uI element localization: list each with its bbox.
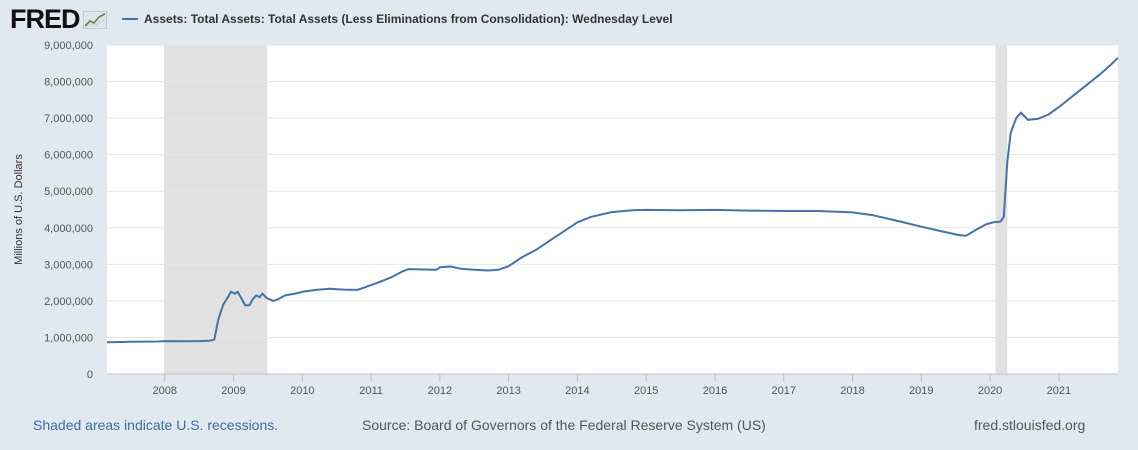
x-tick-label: 2015 <box>634 385 658 397</box>
y-tick-label: 7,000,000 <box>44 113 93 125</box>
x-tick-label: 2011 <box>359 385 383 397</box>
recession-band-0 <box>164 45 268 374</box>
y-tick-label: 0 <box>87 369 93 381</box>
y-tick-label: 3,000,000 <box>44 259 93 271</box>
x-tick-label: 2009 <box>221 385 245 397</box>
x-tick-label: 2012 <box>428 385 452 397</box>
y-tick-label: 4,000,000 <box>44 223 93 235</box>
recession-note: Shaded areas indicate U.S. recessions. <box>33 417 279 433</box>
logo-text: FRED <box>10 4 80 34</box>
x-tick-label: 2010 <box>290 385 314 397</box>
x-tick-label: 2018 <box>840 385 864 397</box>
x-tick-label: 2019 <box>909 385 933 397</box>
y-tick-label: 2,000,000 <box>44 296 93 308</box>
x-tick-label: 2008 <box>153 385 177 397</box>
fred-logo[interactable]: FRED <box>10 6 107 33</box>
y-tick-label: 5,000,000 <box>44 186 93 198</box>
legend-label: Assets: Total Assets: Total Assets (Less… <box>144 12 673 26</box>
x-tick-label: 2021 <box>1047 385 1071 397</box>
plot-area <box>107 45 1118 374</box>
x-tick-label: 2020 <box>978 385 1002 397</box>
y-tick-label: 9,000,000 <box>44 40 93 52</box>
x-tick-label: 2016 <box>703 385 727 397</box>
x-tick-label: 2014 <box>565 385 589 397</box>
y-axis-title: Millions of U.S. Dollars <box>13 154 25 265</box>
y-tick-label: 8,000,000 <box>44 77 93 89</box>
recession-band-1 <box>995 45 1008 374</box>
source-note: Source: Board of Governors of the Federa… <box>362 417 766 433</box>
x-tick-label: 2013 <box>496 385 520 397</box>
legend-swatch <box>122 18 138 20</box>
site-link[interactable]: fred.stlouisfed.org <box>974 417 1086 433</box>
series-line-0 <box>106 57 1119 344</box>
y-tick-label: 1,000,000 <box>44 332 93 344</box>
logo-graph-icon <box>82 10 107 29</box>
legend: Assets: Total Assets: Total Assets (Less… <box>122 12 673 26</box>
x-tick-label: 2017 <box>772 385 796 397</box>
y-tick-label: 6,000,000 <box>44 150 93 162</box>
